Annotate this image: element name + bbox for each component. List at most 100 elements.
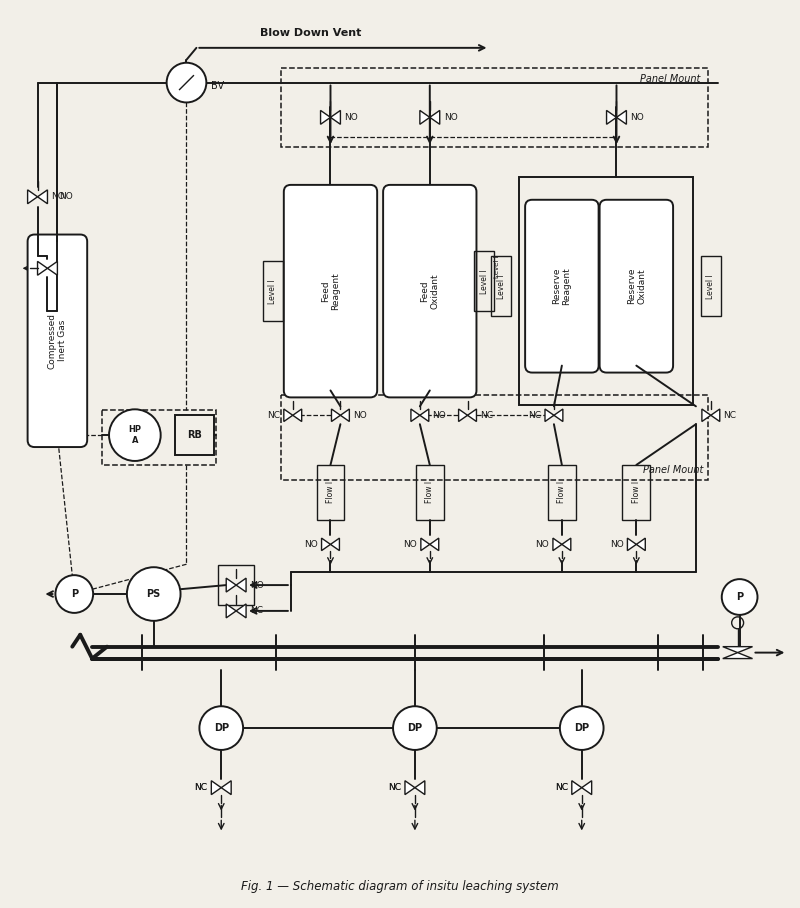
Circle shape	[55, 575, 93, 613]
Polygon shape	[582, 781, 592, 794]
Text: Feed
Oxidant: Feed Oxidant	[420, 273, 439, 309]
Text: NO: NO	[59, 192, 73, 202]
Text: DP: DP	[407, 723, 422, 733]
Text: NC: NC	[388, 784, 401, 792]
Text: DP: DP	[574, 723, 590, 733]
Text: P: P	[736, 592, 743, 602]
Circle shape	[199, 706, 243, 750]
Bar	[519, 177, 693, 405]
Text: NO: NO	[432, 410, 446, 419]
Text: NO: NO	[250, 580, 264, 589]
Text: Reserve
Oxidant: Reserve Oxidant	[626, 268, 646, 304]
FancyBboxPatch shape	[600, 200, 673, 372]
Polygon shape	[330, 538, 339, 550]
Text: Feed
Reagent: Feed Reagent	[321, 272, 340, 310]
Polygon shape	[47, 262, 58, 275]
Polygon shape	[330, 111, 341, 124]
Text: Panel Mount: Panel Mount	[639, 74, 700, 84]
Text: Level I: Level I	[494, 255, 500, 278]
Text: NC: NC	[250, 607, 263, 616]
Text: Level I: Level I	[480, 269, 489, 293]
Polygon shape	[617, 111, 626, 124]
Polygon shape	[553, 538, 562, 550]
Bar	[474, 252, 494, 311]
Text: NO: NO	[353, 410, 366, 419]
Text: RB: RB	[187, 430, 202, 440]
Text: Level I: Level I	[268, 279, 278, 303]
Text: NO: NO	[610, 540, 624, 548]
Text: NC: NC	[480, 410, 493, 419]
FancyBboxPatch shape	[28, 234, 87, 447]
FancyBboxPatch shape	[383, 185, 477, 398]
Text: NC: NC	[194, 784, 207, 792]
Text: Compressed
Inert Gas: Compressed Inert Gas	[48, 312, 67, 369]
Text: NC: NC	[388, 784, 401, 792]
Bar	[548, 465, 576, 519]
Bar	[281, 395, 708, 479]
Polygon shape	[331, 409, 341, 421]
Polygon shape	[38, 262, 47, 275]
Polygon shape	[222, 781, 231, 794]
Circle shape	[393, 706, 437, 750]
Text: Blow Down Vent: Blow Down Vent	[260, 28, 362, 38]
Text: DP: DP	[214, 723, 229, 733]
Polygon shape	[321, 111, 330, 124]
Polygon shape	[458, 409, 467, 421]
Polygon shape	[226, 604, 236, 617]
Polygon shape	[562, 538, 571, 550]
Text: Flow I: Flow I	[426, 481, 434, 503]
Polygon shape	[421, 538, 430, 550]
Text: Reserve
Reagent: Reserve Reagent	[552, 267, 571, 305]
Text: Flow I: Flow I	[326, 481, 335, 503]
Polygon shape	[236, 578, 246, 592]
Polygon shape	[636, 538, 646, 550]
Circle shape	[166, 63, 206, 103]
Bar	[174, 415, 214, 455]
Polygon shape	[405, 781, 415, 794]
Polygon shape	[430, 111, 440, 124]
Circle shape	[722, 579, 758, 615]
Polygon shape	[711, 409, 720, 421]
Polygon shape	[606, 111, 617, 124]
Circle shape	[127, 568, 181, 621]
Bar	[416, 465, 444, 519]
Text: Level I: Level I	[706, 274, 715, 299]
Circle shape	[560, 706, 603, 750]
Text: NC: NC	[267, 410, 280, 419]
Polygon shape	[236, 604, 246, 617]
Text: HP
A: HP A	[128, 426, 142, 445]
Polygon shape	[420, 111, 430, 124]
Bar	[102, 410, 216, 465]
Polygon shape	[341, 409, 350, 421]
Polygon shape	[322, 538, 330, 550]
Text: P: P	[70, 589, 78, 599]
Bar	[622, 465, 650, 519]
Text: Flow I: Flow I	[558, 481, 566, 503]
Text: Flow I: Flow I	[632, 481, 641, 503]
Bar	[317, 465, 344, 519]
Text: NO: NO	[630, 113, 644, 122]
Text: BV: BV	[211, 81, 225, 91]
Text: NO: NO	[51, 192, 65, 202]
Text: PS: PS	[146, 589, 161, 599]
Polygon shape	[284, 409, 293, 421]
Polygon shape	[38, 190, 47, 203]
FancyBboxPatch shape	[284, 185, 377, 398]
Polygon shape	[702, 409, 711, 421]
Polygon shape	[415, 781, 425, 794]
Circle shape	[109, 410, 161, 461]
Bar	[218, 565, 254, 605]
Bar	[281, 68, 708, 147]
Text: Panel Mount: Panel Mount	[642, 465, 703, 475]
Polygon shape	[572, 781, 582, 794]
Polygon shape	[545, 409, 554, 421]
Bar	[491, 256, 511, 316]
Bar	[263, 262, 283, 321]
Text: NO: NO	[403, 540, 418, 548]
Text: NC: NC	[723, 410, 736, 419]
Polygon shape	[226, 578, 236, 592]
Text: NO: NO	[304, 540, 318, 548]
Polygon shape	[554, 409, 563, 421]
Text: NO: NO	[444, 113, 458, 122]
Text: NO: NO	[536, 540, 550, 548]
